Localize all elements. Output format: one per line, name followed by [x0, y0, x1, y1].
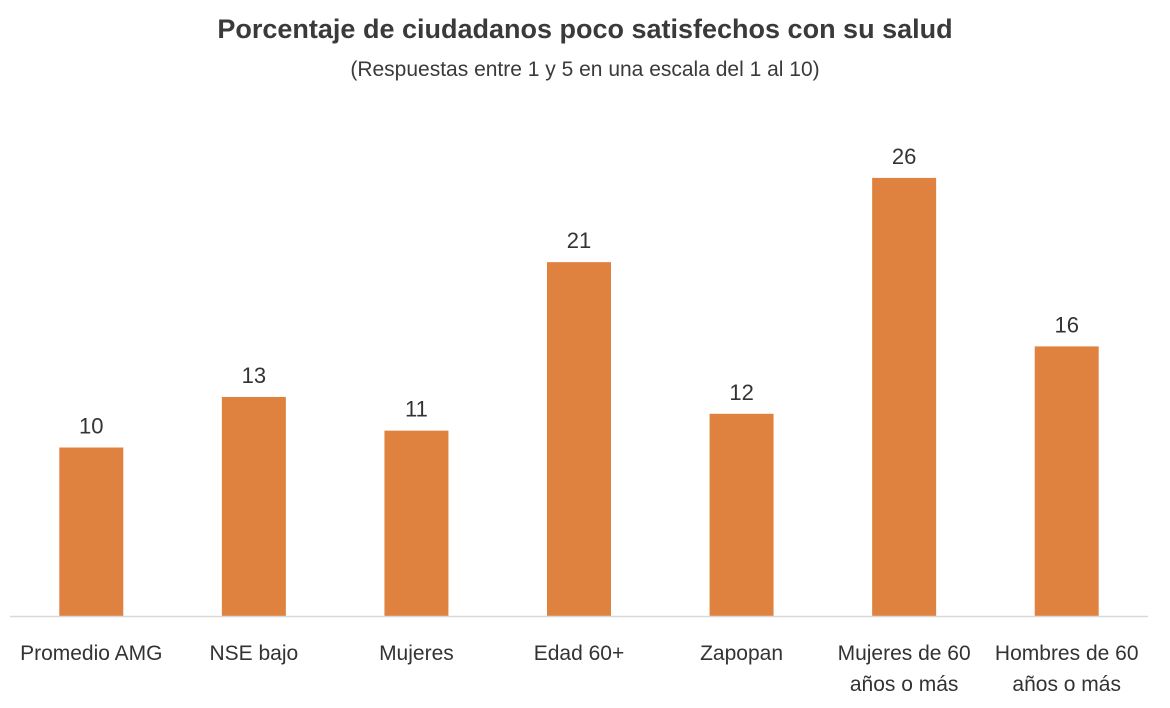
- bar-4: [709, 413, 774, 616]
- bars-group: [59, 177, 1099, 616]
- bar-3: [547, 262, 611, 616]
- data-label-4: 12: [729, 380, 753, 405]
- category-labels-group: Promedio AMG NSE bajo Mujeres Edad 60+ Zapop…: [20, 642, 1138, 696]
- category-label-6: Hombres de 60 años o más: [995, 642, 1139, 696]
- bar-6: [1034, 346, 1099, 616]
- category-label-0: Promedio AMG: [20, 642, 162, 665]
- data-label-2: 11: [405, 397, 428, 422]
- category-label-2: Mujeres: [379, 642, 454, 665]
- category-label-4: Zapopan: [700, 642, 783, 665]
- bar-5: [872, 177, 937, 616]
- chart-title: Porcentaje de ciudadanos poco satisfecho…: [217, 14, 953, 44]
- category-label-3: Edad 60+: [534, 642, 625, 665]
- data-label-3: 21: [567, 228, 591, 253]
- category-label-5: Mujeres de 60 años o más: [838, 642, 971, 696]
- value-labels-group: 10 13 11 21 12 26 16: [79, 144, 1079, 439]
- data-label-6: 16: [1054, 312, 1078, 337]
- data-label-0: 10: [79, 414, 103, 439]
- chart-subtitle: (Respuestas entre 1 y 5 en una escala de…: [350, 58, 820, 81]
- bar-2: [384, 430, 449, 616]
- data-label-1: 13: [242, 363, 266, 388]
- category-label-1: NSE bajo: [209, 642, 298, 665]
- data-label-5: 26: [892, 144, 916, 169]
- bar-0: [59, 447, 124, 616]
- bar-1: [221, 396, 286, 616]
